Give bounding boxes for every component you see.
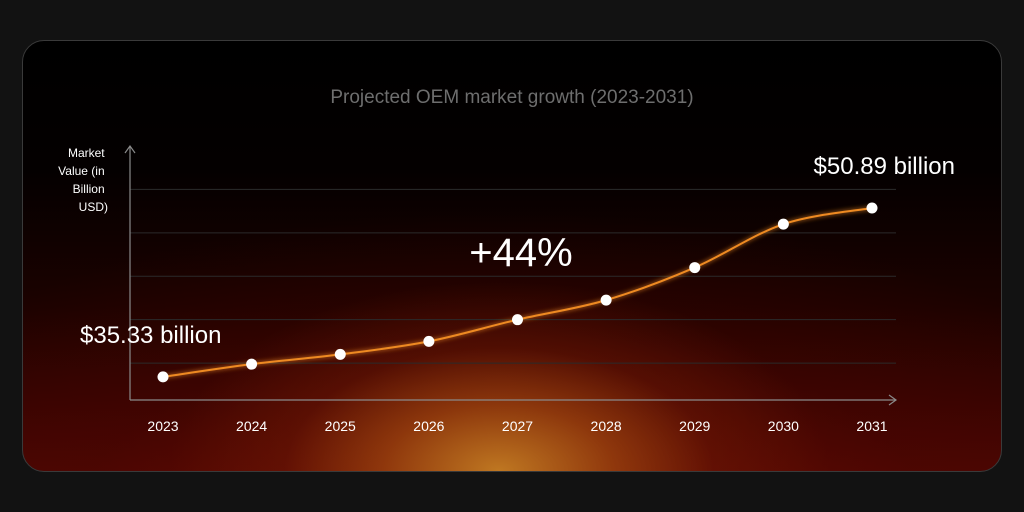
data-point-2026 [423,335,435,347]
start-value-label: $35.33 billion [80,322,221,349]
x-tick-label-2027: 2027 [502,418,533,434]
y-axis-label-line-4: USD) [79,200,108,214]
x-tick-label-2024: 2024 [236,418,267,434]
y-axis-arrow [124,144,136,154]
x-tick-label-2029: 2029 [679,418,710,434]
y-axis-label-line-1: Market [68,146,105,160]
data-point-2024 [246,358,258,370]
x-axis-arrow [888,394,898,406]
x-tick-label-2028: 2028 [591,418,622,434]
data-point-2028 [600,294,612,306]
y-axis-label-line-2: Value (in [58,164,104,178]
data-point-2027 [512,314,523,326]
data-point-2023 [157,371,169,383]
x-tick-label-2030: 2030 [768,418,799,434]
data-point-2030 [777,218,789,230]
gridlines [130,188,896,364]
x-tick-labels: 2023 2024 2025 2026 2027 2028 2029 2030 2031 [147,418,887,434]
data-points [157,202,878,383]
growth-label: +44% [469,231,572,275]
chart-title: Projected OEM market growth (2023-2031) [330,87,693,108]
end-value-label: $50.89 billion [814,153,955,180]
x-tick-label-2026: 2026 [413,418,444,434]
x-tick-label-2031: 2031 [856,418,887,434]
chart-card [22,40,1002,472]
y-axis-label-line-3: Billion [73,182,105,196]
x-tick-label-2023: 2023 [147,418,178,434]
x-tick-label-2025: 2025 [325,418,356,434]
data-point-2031 [866,202,878,214]
data-point-2025 [334,348,346,360]
y-axis-label: Market Value (in Billion USD) [58,146,108,214]
data-point-2029 [689,262,701,274]
